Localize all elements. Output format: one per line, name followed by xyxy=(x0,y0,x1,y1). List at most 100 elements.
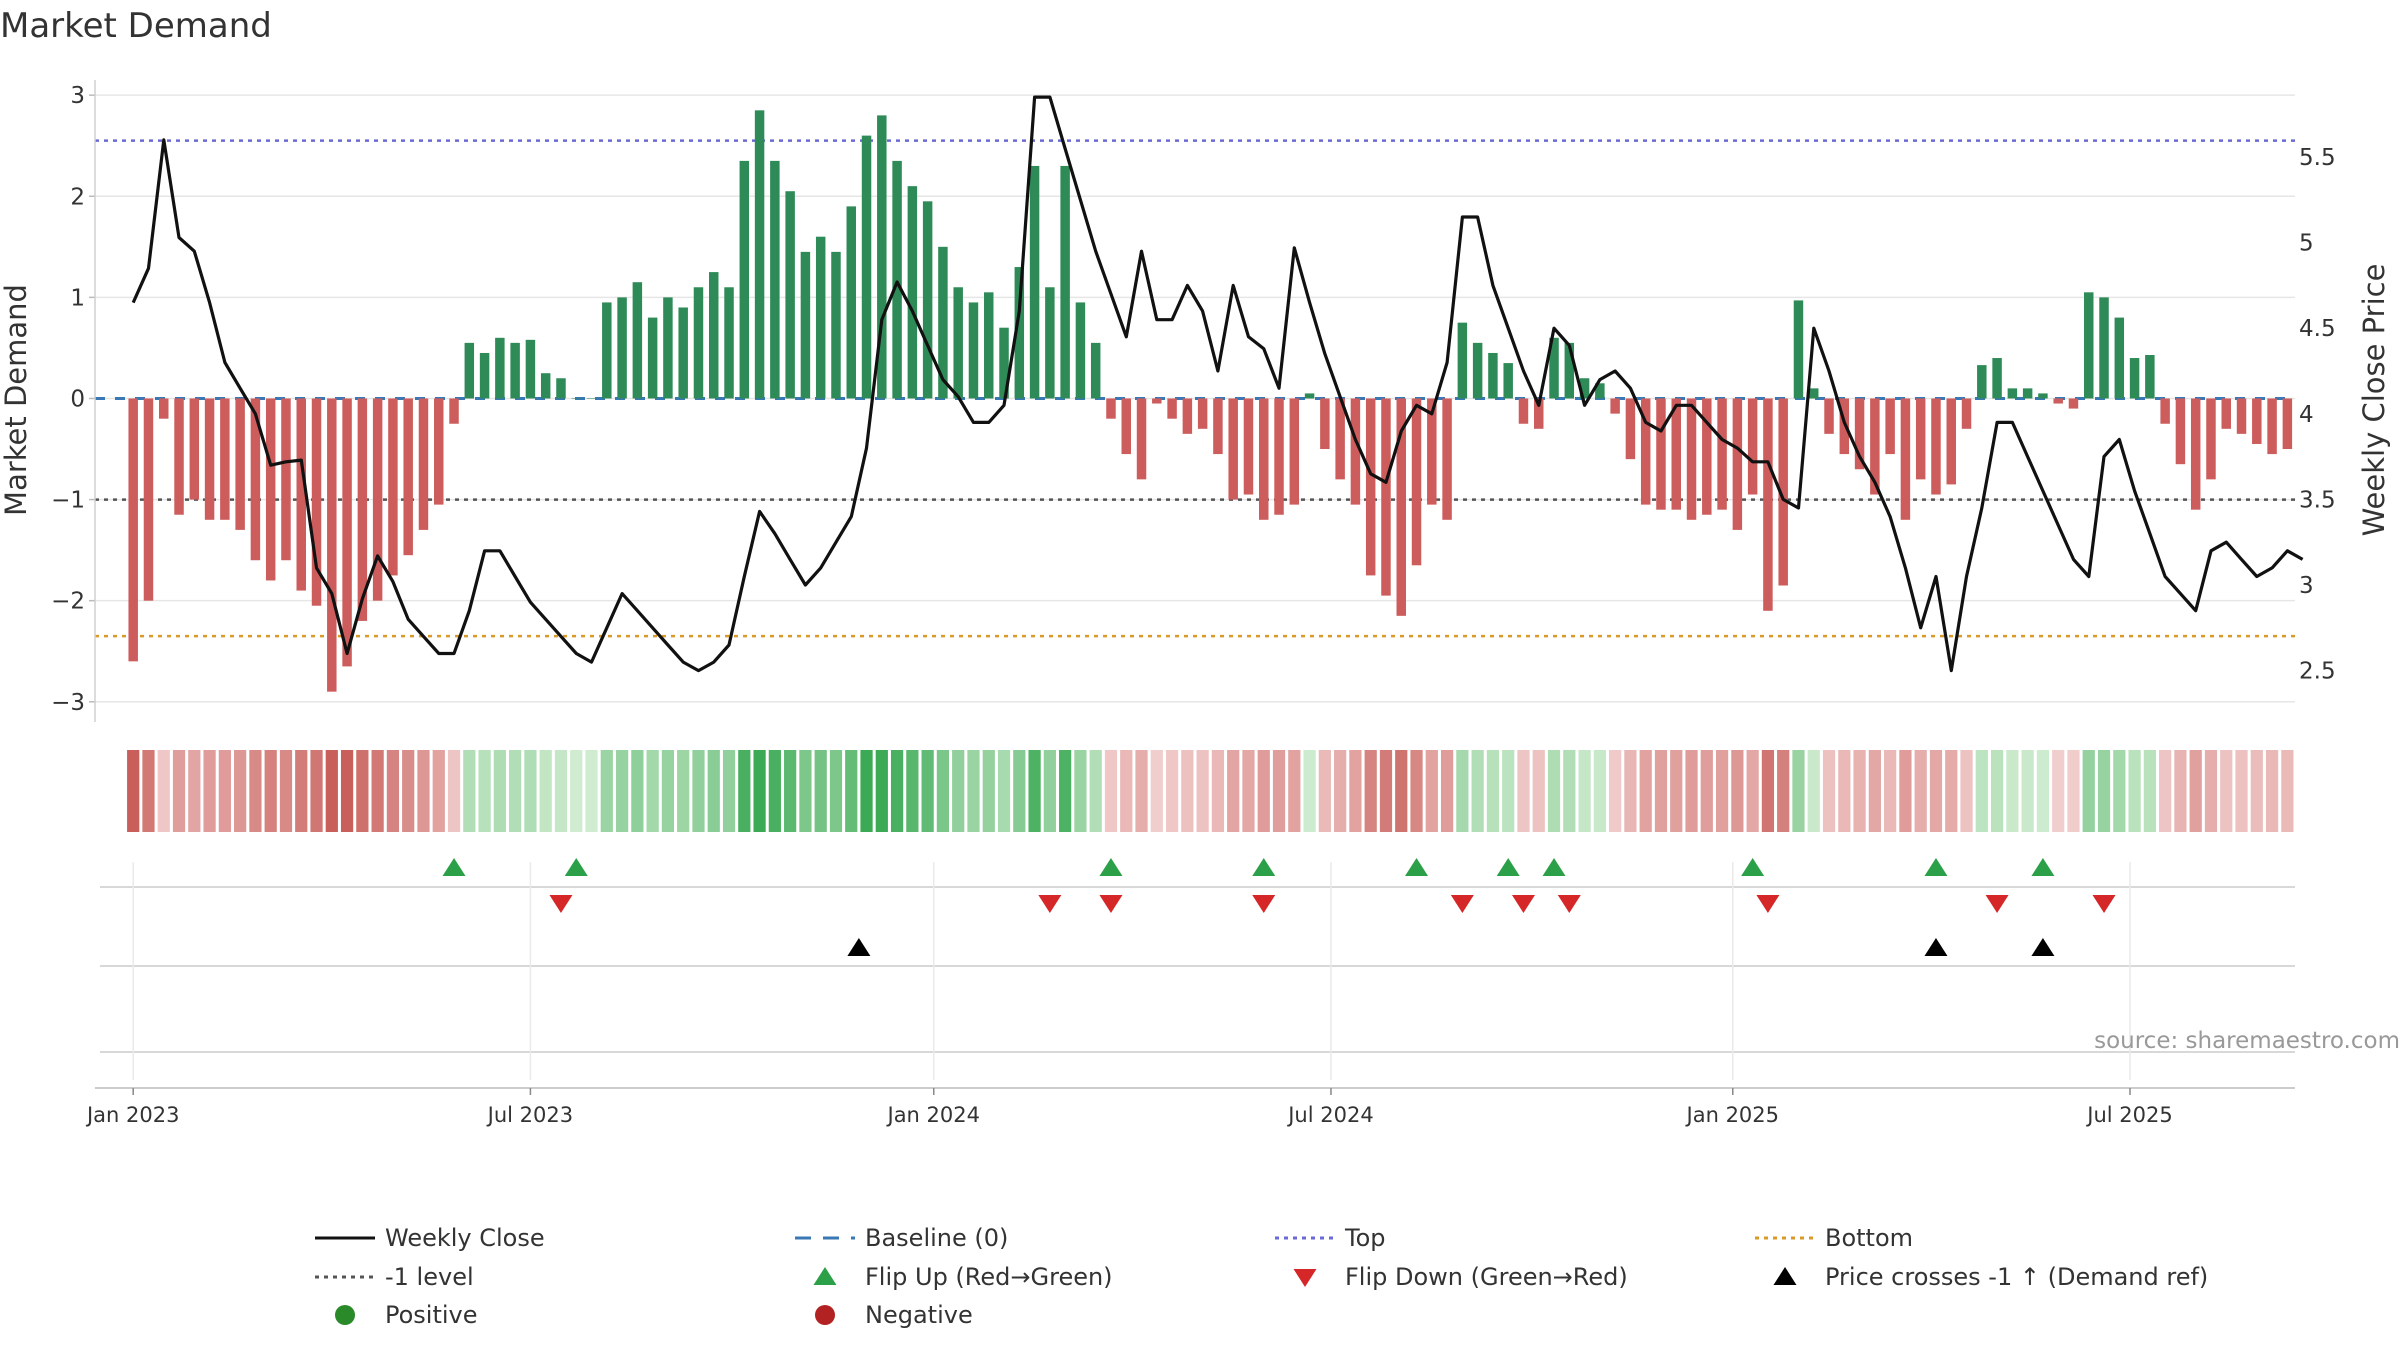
demand-bar-positive xyxy=(1304,393,1315,399)
demand-heat-strip xyxy=(127,750,2294,832)
heat-cell xyxy=(325,750,338,832)
y-tick-label-left: −1 xyxy=(51,488,85,514)
demand-bar-positive xyxy=(999,327,1009,399)
heat-cell xyxy=(1486,750,1500,832)
heat-cell xyxy=(2174,750,2187,832)
demand-bar-positive xyxy=(1090,342,1101,399)
price-series xyxy=(131,95,2304,673)
heat-cell xyxy=(2006,750,2019,832)
demand-bar-positive xyxy=(1992,358,2002,399)
demand-bar-negative xyxy=(327,398,337,692)
price-cross-marker xyxy=(1924,938,1948,956)
heat-cell xyxy=(2082,750,2095,832)
demand-bar-positive xyxy=(800,251,811,399)
heat-cell xyxy=(2097,750,2111,832)
flip-up-marker xyxy=(1099,858,1123,876)
demand-bar-negative xyxy=(1732,398,1743,530)
demand-bar-positive xyxy=(1029,165,1040,399)
heat-cell xyxy=(340,750,354,832)
demand-bar-positive xyxy=(953,287,963,399)
heat-cell xyxy=(1165,750,1179,832)
demand-bar-positive xyxy=(2022,388,2033,399)
demand-bar-negative xyxy=(1686,398,1697,520)
demand-bar-positive xyxy=(1075,302,1086,399)
legend: Weekly Close Baseline (0) Top Bottom -1 leve… xyxy=(315,1224,2208,1329)
heat-cell xyxy=(585,750,598,832)
heat-cell xyxy=(1945,750,1958,832)
legend-item: Positive xyxy=(335,1301,478,1329)
heat-cell xyxy=(371,750,384,832)
demand-bar-positive xyxy=(846,206,856,399)
x-tick-label: Jan 2023 xyxy=(85,1103,180,1127)
heat-cell xyxy=(1288,750,1301,832)
legend-label: Flip Up (Red→Green) xyxy=(865,1263,1113,1291)
heat-cell xyxy=(1777,750,1790,832)
heat-cell xyxy=(1517,750,1530,832)
demand-bar-negative xyxy=(1534,398,1544,429)
demand-bar-negative xyxy=(174,398,184,515)
heat-cell xyxy=(1196,750,1209,832)
demand-bar-positive xyxy=(1014,267,1025,399)
heat-cell xyxy=(2113,750,2126,832)
heat-cell xyxy=(1456,750,1469,832)
demand-bar-negative xyxy=(1625,398,1636,460)
heat-cell xyxy=(1914,750,1927,832)
heat-cell xyxy=(661,750,675,832)
x-tick-label: Jul 2023 xyxy=(486,1103,573,1127)
demand-bar-positive xyxy=(1564,342,1575,399)
demand-bar-positive xyxy=(1472,342,1483,399)
heat-cell xyxy=(1227,750,1240,832)
heat-cell xyxy=(936,750,950,832)
heat-cell xyxy=(447,750,461,832)
demand-bar-negative xyxy=(1228,398,1238,500)
demand-bar-negative xyxy=(1885,398,1895,455)
demand-bar-negative xyxy=(2160,398,2170,424)
heat-cell xyxy=(1639,750,1652,832)
heat-cell xyxy=(845,750,858,832)
y-tick-label-left: 2 xyxy=(70,184,85,210)
demand-bar-negative xyxy=(1411,398,1422,566)
demand-bar-negative xyxy=(235,398,245,530)
demand-bar-negative xyxy=(311,398,322,606)
demand-bar-positive xyxy=(632,282,643,399)
demand-bar-positive xyxy=(754,110,765,399)
weekly-close-line xyxy=(131,95,2304,673)
demand-bar-negative xyxy=(281,398,291,561)
heat-cell xyxy=(1547,750,1561,832)
heat-cell xyxy=(768,750,781,832)
demand-bar-positive xyxy=(663,297,673,399)
heat-cell xyxy=(906,750,919,832)
demand-bar-negative xyxy=(128,398,138,662)
flip-up-marker xyxy=(564,858,588,876)
heat-cell xyxy=(615,750,629,832)
heat-cell xyxy=(1074,750,1087,832)
demand-bar-positive xyxy=(464,342,475,399)
heat-cell xyxy=(1838,750,1851,832)
legend-label: Bottom xyxy=(1825,1224,1913,1252)
heat-cell xyxy=(997,750,1011,832)
demand-bar-positive xyxy=(739,160,750,399)
demand-bar-negative xyxy=(250,398,261,561)
y-tick-label-right: 2.5 xyxy=(2299,659,2336,685)
demand-bar-negative xyxy=(342,398,352,667)
heat-cell xyxy=(570,750,583,832)
flip-down-marker xyxy=(1099,895,1123,913)
demand-bar-negative xyxy=(1931,398,1941,495)
demand-bar-positive xyxy=(2038,393,2048,399)
legend-item: Bottom xyxy=(1755,1224,1913,1252)
heat-cell xyxy=(952,750,965,832)
flip-up-marker xyxy=(1542,858,1566,876)
demand-bar-negative xyxy=(372,398,383,601)
demand-bar-positive xyxy=(2007,388,2018,399)
heat-cell xyxy=(1715,750,1729,832)
heat-cell xyxy=(1792,750,1805,832)
heat-cell xyxy=(1929,750,1943,832)
demand-bar-negative xyxy=(143,398,154,601)
heat-cell xyxy=(982,750,995,832)
demand-bar-negative xyxy=(1854,398,1865,470)
heat-cell xyxy=(203,750,216,832)
heat-cell xyxy=(402,750,415,832)
heat-cell xyxy=(1807,750,1820,832)
heat-cell xyxy=(157,750,170,832)
heat-cell xyxy=(1318,750,1331,832)
